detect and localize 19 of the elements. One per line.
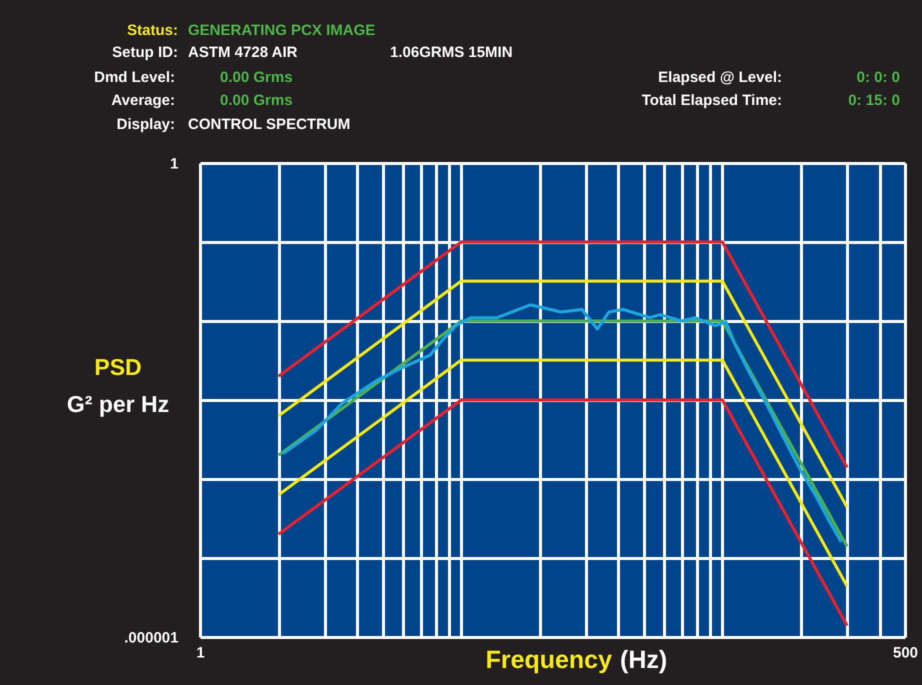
text: Setup ID: — [112, 44, 178, 61]
text: Average: — [111, 92, 175, 109]
text: 0.00 Grms — [220, 92, 293, 109]
x-axis-title: Frequency (Hz) — [486, 646, 668, 674]
text: 0: 15: 0 — [848, 92, 900, 109]
text: Elapsed @ Level: — [658, 69, 782, 86]
text: Total Elapsed Time: — [642, 92, 782, 109]
text: GENERATING PCX IMAGE — [188, 22, 376, 39]
text: 0.00 Grms — [220, 69, 293, 86]
y-axis-title: PSD G² per Hz — [66, 354, 170, 417]
text: ASTM 4728 AIR — [188, 44, 298, 61]
text: Status: — [127, 22, 178, 39]
text: Display: — [116, 116, 175, 133]
y-tick-label: .000001 — [124, 630, 178, 646]
text: CONTROL SPECTRUM — [188, 116, 350, 133]
text: 0: 0: 0 — [856, 69, 900, 86]
text: 1.06GRMS 15MIN — [390, 44, 513, 61]
text: Dmd Level: — [94, 69, 175, 86]
x-tick-label: 500 — [892, 644, 918, 662]
